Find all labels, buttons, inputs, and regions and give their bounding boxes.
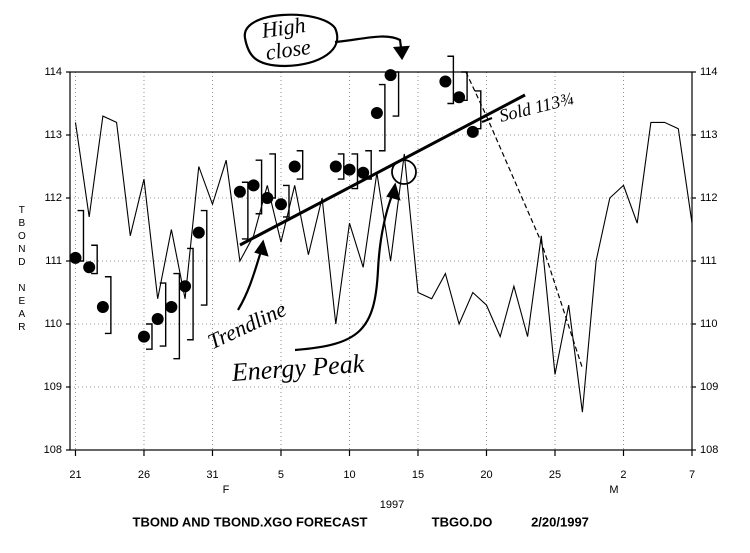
handwriting xyxy=(237,13,526,352)
high-low-bracket xyxy=(145,323,153,350)
close-dot xyxy=(165,300,178,313)
y-tick-label: 109 xyxy=(44,381,62,393)
x-tick-label: 15 xyxy=(412,469,424,481)
y-axis-label: TBOND NEAR xyxy=(16,205,27,335)
x-tick-label: 10 xyxy=(343,469,355,481)
month-label: M xyxy=(609,484,618,496)
arrowhead xyxy=(254,239,269,257)
close-dot xyxy=(96,300,109,313)
high-low-bracket xyxy=(378,83,386,152)
close-dot xyxy=(179,280,192,293)
circle-mark xyxy=(391,159,417,185)
y-tick-label: 111 xyxy=(45,255,62,267)
close-dot xyxy=(288,160,301,173)
y-tick-label: 114 xyxy=(44,66,62,78)
close-dot xyxy=(466,125,479,138)
close-dot xyxy=(357,166,370,179)
high-low-bracket xyxy=(447,55,455,105)
arrowhead xyxy=(386,182,401,201)
close-dot xyxy=(137,330,150,343)
close-dot xyxy=(233,185,246,198)
close-dot xyxy=(69,251,82,264)
high-low-bracket xyxy=(91,244,98,275)
high-low-bracket xyxy=(173,272,181,360)
close-dot xyxy=(151,312,164,325)
close-dot xyxy=(343,163,356,176)
arrowhead xyxy=(392,45,410,61)
high-low-bracket xyxy=(255,159,263,215)
close-dot xyxy=(274,198,287,211)
y-tick-label: 113 xyxy=(44,129,62,141)
y-tick-label: 110 xyxy=(44,318,62,330)
high-low-bracket xyxy=(104,276,112,335)
annotation: close xyxy=(264,34,312,65)
close-dot xyxy=(247,179,260,192)
annotation: Sold 113¾ xyxy=(497,88,576,126)
y-tick-label: 109 xyxy=(700,381,718,393)
callout-ellipse xyxy=(243,13,339,68)
y-tick-label: 114 xyxy=(700,66,718,78)
x-tick-label: 5 xyxy=(278,469,284,481)
arrow xyxy=(481,116,493,124)
close-dot xyxy=(329,160,342,173)
x-tick-label: 2 xyxy=(620,469,626,481)
y-tick-label: 110 xyxy=(700,318,718,330)
x-tick-label: 7 xyxy=(689,469,695,481)
plot-frame xyxy=(69,71,693,451)
x-tick-label: 21 xyxy=(69,469,81,481)
high-low-bracket xyxy=(241,181,249,240)
y-tick-label: 112 xyxy=(700,192,718,204)
chart-title: TBOND AND TBOND.XGO FORECAST xyxy=(133,514,368,529)
forecast-dashed xyxy=(465,71,583,369)
x-tick-label: 25 xyxy=(549,469,561,481)
close-dot xyxy=(261,192,274,204)
close-dot xyxy=(370,106,383,119)
annotation: Trendline xyxy=(204,296,290,354)
high-low-bracket xyxy=(337,153,345,180)
close-dot xyxy=(83,261,96,274)
close-dot xyxy=(439,75,452,88)
high-low-bracket xyxy=(282,184,290,218)
year-label: 1997 xyxy=(380,499,404,511)
month-label: F xyxy=(223,484,230,496)
arrow xyxy=(334,35,404,56)
y-tick-label: 113 xyxy=(700,129,718,141)
x-tick-label: 20 xyxy=(480,469,492,481)
high-low-bracket xyxy=(187,247,194,341)
plot-area: 108 108 109 109 110 110 111 111 112 112 113 113 114 1… xyxy=(44,55,718,481)
y-tick-label: 108 xyxy=(700,444,718,456)
y-tick-label: 108 xyxy=(44,444,62,456)
forecast-line xyxy=(74,115,693,413)
x-tick-label: 26 xyxy=(138,469,150,481)
y-tick-label: 112 xyxy=(44,192,62,204)
high-low-bracket xyxy=(159,282,167,347)
x-tick-label: 31 xyxy=(206,469,218,481)
high-low-bracket xyxy=(269,153,276,199)
annotation: Energy Peak xyxy=(230,349,366,387)
close-dot xyxy=(453,91,466,104)
file-label: TBGO.DO xyxy=(432,514,493,529)
high-low-bracket xyxy=(200,209,208,306)
annotation: High xyxy=(259,12,307,43)
close-dot xyxy=(192,226,205,239)
arrow xyxy=(294,189,396,352)
trendline xyxy=(239,93,526,247)
date-label: 2/20/1997 xyxy=(531,514,589,529)
y-tick-label: 111 xyxy=(700,255,717,267)
close-dot xyxy=(384,69,397,82)
high-low-bracket xyxy=(296,150,304,180)
